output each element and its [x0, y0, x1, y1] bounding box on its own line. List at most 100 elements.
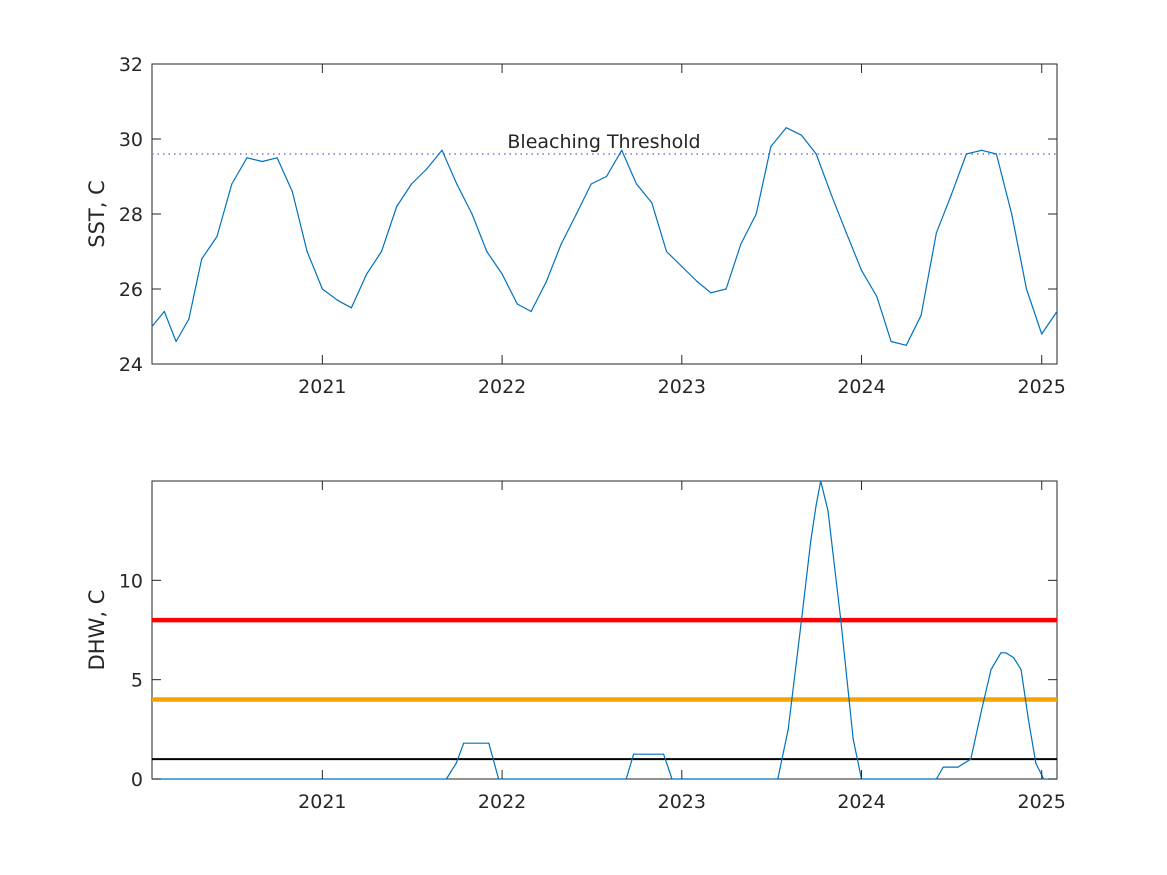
sst-data-point — [770, 145, 772, 148]
dhw-data-point — [990, 669, 992, 671]
sst-data-point — [471, 213, 473, 215]
sst-data-point — [740, 243, 742, 245]
sst-data-point — [830, 194, 833, 196]
sst-data-point — [860, 269, 863, 271]
dhw-data-point — [942, 766, 944, 768]
sst-data-point — [1025, 288, 1028, 290]
sst-data-point — [545, 280, 547, 283]
dhw-data-point — [935, 778, 937, 780]
sst-data-point — [306, 250, 308, 253]
x-tick-label: 2022 — [478, 376, 526, 398]
sst-data-point — [696, 280, 698, 283]
dhw-data-point — [445, 778, 448, 780]
dhw-data-point — [498, 778, 500, 780]
sst-data-point — [276, 157, 278, 159]
dhw-data-point — [1020, 669, 1022, 671]
dhw-data-point — [787, 728, 789, 730]
dhw-data-point — [810, 540, 812, 542]
y-tick-label: 0 — [131, 769, 143, 791]
dhw-axes: 0 5 10 2021 2022 2023 2024 2025 DHW, C — [85, 480, 1066, 813]
dhw-data-point — [981, 708, 983, 711]
dhw-data-point — [455, 762, 457, 764]
sst-plot-area — [151, 63, 1058, 365]
sst-data-point — [188, 318, 190, 320]
sst-y-axis-label: SST, C — [85, 180, 109, 248]
dhw-data-point — [1043, 778, 1045, 780]
sst-data-point — [441, 149, 443, 151]
sst-data-point — [530, 310, 532, 313]
sst-data-point — [1041, 333, 1043, 335]
sst-data-point — [560, 243, 562, 245]
sst-data-point — [163, 310, 165, 313]
sst-data-point — [516, 303, 518, 305]
sst-data-point — [876, 295, 878, 298]
dhw-data-point — [488, 742, 490, 744]
dhw-data-point — [662, 753, 665, 755]
x-tick-label: 2021 — [298, 791, 346, 813]
dhw-data-point — [1035, 762, 1037, 764]
dhw-plot-area — [151, 480, 1058, 780]
dhw-reference-lines — [152, 617, 1057, 761]
sst-data-point — [396, 205, 398, 208]
sst-data-point — [710, 292, 712, 294]
sst-data-point — [261, 160, 263, 163]
dhw-data-point — [671, 778, 673, 780]
sst-y-ticks: 24 26 28 30 32 — [119, 54, 1057, 376]
sst-data-point — [845, 232, 847, 234]
sst-data-point — [151, 325, 153, 328]
x-tick-label: 2024 — [837, 791, 885, 813]
sst-data-point — [366, 273, 368, 275]
sst-data-point — [665, 250, 668, 253]
dhw-data-point — [777, 778, 779, 780]
sst-data-point — [890, 340, 892, 343]
dhw-data-point — [970, 758, 972, 760]
sst-data-point — [755, 213, 757, 215]
x-tick-label: 2024 — [837, 376, 885, 398]
sst-data-point — [486, 250, 488, 253]
x-tick-label: 2021 — [298, 376, 346, 398]
sst-data-point — [815, 153, 817, 155]
sst-data-point — [175, 340, 177, 343]
sst-data-point — [635, 183, 638, 185]
sst-data-point — [920, 314, 922, 316]
y-tick-label: 30 — [119, 129, 143, 151]
dhw-data-point — [827, 510, 829, 512]
dhw-x-ticks: 2021 2022 2023 2024 2025 — [298, 481, 1066, 813]
y-tick-label: 28 — [119, 204, 143, 226]
dhw-data-point — [1005, 652, 1007, 654]
dhw-data-point — [463, 742, 465, 744]
dhw-data-point — [815, 504, 817, 506]
sst-data-point — [426, 168, 428, 170]
sst-data-point — [501, 273, 503, 275]
sst-data-point — [350, 307, 353, 309]
sst-data-point — [590, 183, 592, 185]
sst-data-point — [231, 183, 233, 185]
y-tick-label: 26 — [119, 279, 143, 301]
dhw-data-point — [1013, 657, 1015, 659]
sst-series-line — [151, 127, 1058, 346]
x-tick-label: 2025 — [1018, 376, 1066, 398]
sst-data-point — [681, 265, 683, 268]
y-tick-label: 10 — [119, 570, 143, 592]
sst-data-point — [575, 213, 578, 215]
sst-data-point — [337, 299, 339, 301]
sst-data-point — [380, 250, 383, 253]
x-tick-label: 2023 — [658, 791, 706, 813]
sst-data-point — [950, 194, 952, 196]
sst-data-point — [1056, 310, 1058, 313]
sst-data-point — [785, 127, 787, 129]
sst-data-point — [216, 235, 218, 238]
y-tick-label: 5 — [131, 670, 143, 692]
sst-data-point — [651, 202, 653, 204]
sst-data-point — [981, 149, 983, 151]
sst-data-point — [965, 153, 968, 155]
dhw-data-point — [1027, 718, 1030, 721]
sst-data-point — [456, 183, 458, 185]
dhw-data-point — [820, 480, 822, 482]
x-tick-label: 2025 — [1018, 791, 1066, 813]
dhw-data-point — [840, 619, 842, 621]
dhw-y-axis-label: DHW, C — [85, 590, 109, 671]
sst-data-point — [621, 149, 623, 151]
